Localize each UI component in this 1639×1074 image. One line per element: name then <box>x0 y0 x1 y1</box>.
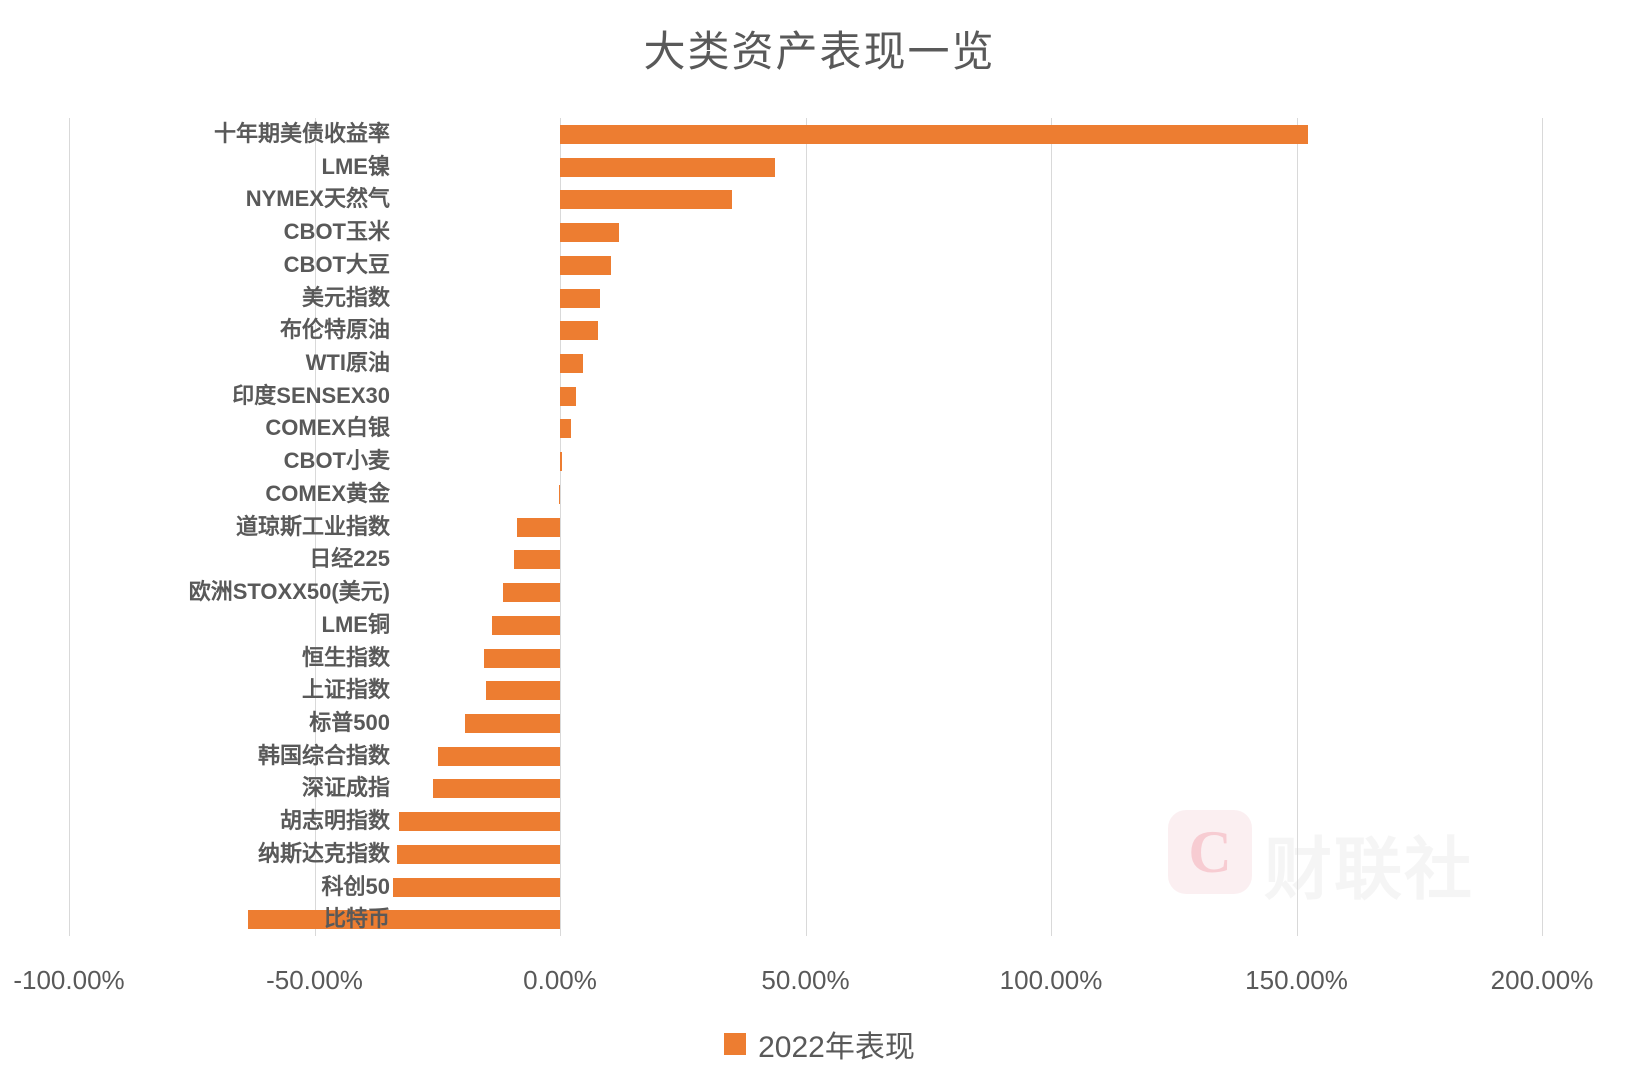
bar-row <box>69 216 1542 249</box>
bar <box>558 484 561 504</box>
x-tick-label: 0.00% <box>523 965 597 995</box>
chart-legend: 2022年表现 <box>0 1022 1639 1066</box>
bar-row <box>69 314 1542 347</box>
bar <box>560 419 572 439</box>
bar <box>560 321 598 341</box>
bar-row <box>69 772 1542 805</box>
chart-title: 大类资产表现一览 <box>643 28 996 75</box>
bar <box>560 386 576 406</box>
x-tick-label: -50.00% <box>266 965 363 995</box>
bar-row <box>69 805 1542 838</box>
bar-row <box>69 511 1542 544</box>
bar-row <box>69 642 1542 675</box>
bar <box>560 288 601 308</box>
bar <box>485 681 560 701</box>
bar-row <box>69 118 1542 151</box>
bar <box>502 583 560 603</box>
bar <box>560 157 775 177</box>
bar <box>464 713 560 733</box>
bar-row <box>69 151 1542 184</box>
bar-row <box>69 183 1542 216</box>
gridline--50 <box>314 118 316 936</box>
bar-row <box>69 347 1542 380</box>
x-tick-label: 150.00% <box>1245 965 1348 995</box>
bar <box>516 517 560 537</box>
bar-series <box>69 118 1542 936</box>
bar <box>560 125 1309 144</box>
bar-row <box>69 282 1542 315</box>
x-tick-label: -100.00% <box>13 965 125 995</box>
bar-row <box>69 412 1542 445</box>
bar-row <box>69 478 1542 511</box>
x-tick-label: 50.00% <box>761 965 850 995</box>
bar <box>248 910 560 930</box>
gridline-100 <box>1051 118 1052 936</box>
bar-row <box>69 707 1542 740</box>
legend-swatch-icon <box>724 1033 747 1055</box>
bar-row <box>69 740 1542 773</box>
bar <box>560 255 612 275</box>
bar <box>560 452 562 472</box>
x-tick-label: 200.00% <box>1490 965 1594 995</box>
gridline-0 <box>560 118 561 936</box>
bar <box>560 354 584 374</box>
bar-row <box>69 903 1542 936</box>
legend-label: 2022年表现 <box>758 1031 915 1064</box>
bar-row <box>69 576 1542 609</box>
bar <box>513 550 560 570</box>
x-axis-tick-labels: -100.00% -50.00% 0.00% 50.00% 100.00% 150.00%… <box>0 965 1639 1005</box>
bar <box>392 877 560 897</box>
bar <box>483 648 560 668</box>
bar-row <box>69 380 1542 413</box>
bar-row <box>69 838 1542 871</box>
bar <box>432 779 560 799</box>
gridline-150 <box>1296 118 1298 936</box>
gridline--100 <box>69 118 70 936</box>
bar <box>437 746 560 766</box>
gridline-200 <box>1542 118 1543 936</box>
bar-row <box>69 445 1542 478</box>
bar-row <box>69 674 1542 707</box>
bar <box>560 223 620 243</box>
bar <box>397 844 560 864</box>
bar <box>491 615 560 635</box>
bar <box>560 190 733 210</box>
bar-row <box>69 871 1542 904</box>
bar-row <box>69 543 1542 576</box>
bar-row <box>69 609 1542 642</box>
x-tick-label: 100.00% <box>999 965 1103 995</box>
bar-row <box>69 249 1542 282</box>
bar <box>398 812 560 832</box>
gridline-50 <box>805 118 807 936</box>
plot-area <box>69 118 1543 936</box>
